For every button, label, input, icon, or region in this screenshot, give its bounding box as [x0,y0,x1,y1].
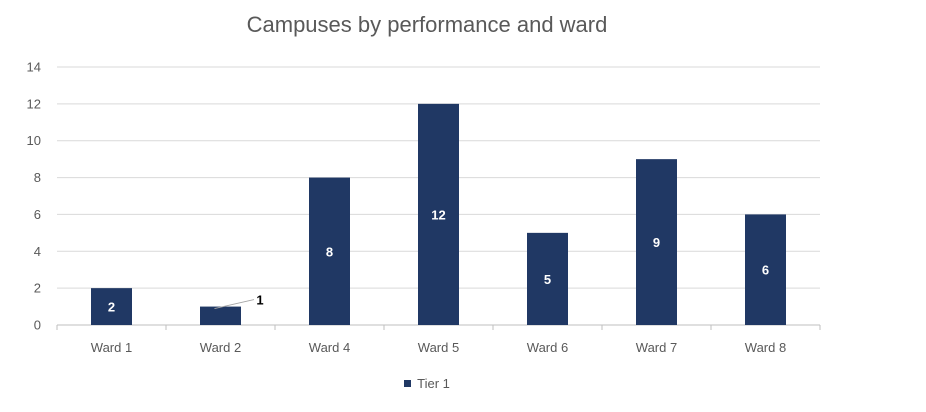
x-tick-label: Ward 2 [200,340,241,355]
y-tick-label: 8 [34,170,41,185]
bar [200,306,241,325]
x-tick-label: Ward 7 [636,340,677,355]
bar [418,103,459,325]
y-tick-label: 0 [34,318,41,333]
y-tick-label: 14 [27,60,41,75]
bar [636,159,677,325]
y-tick-label: 12 [27,96,41,111]
data-label: 1 [256,293,263,308]
data-label: 12 [431,207,445,222]
bar [309,177,350,325]
data-label: 2 [108,300,115,315]
chart-title: Campuses by performance and ward [246,12,608,37]
legend: Tier 1 [0,376,854,391]
data-label: 6 [762,263,769,278]
bar [527,232,568,325]
bar [745,214,786,325]
bar [91,288,132,325]
x-tick-label: Ward 1 [91,340,132,355]
x-tick-label: Ward 4 [309,340,350,355]
x-tick-label: Ward 8 [745,340,786,355]
data-label: 5 [544,272,551,287]
data-label: 9 [653,235,660,250]
y-tick-label: 2 [34,281,41,296]
x-tick-label: Ward 5 [418,340,459,355]
data-label-leader [214,299,255,310]
legend-swatch [404,380,412,388]
y-tick-label: 6 [34,207,41,222]
data-label: 8 [326,244,333,259]
x-tick-label: Ward 6 [527,340,568,355]
y-tick-label: 10 [27,133,41,148]
y-tick-label: 4 [34,244,41,259]
legend-label: Tier 1 [417,376,450,391]
